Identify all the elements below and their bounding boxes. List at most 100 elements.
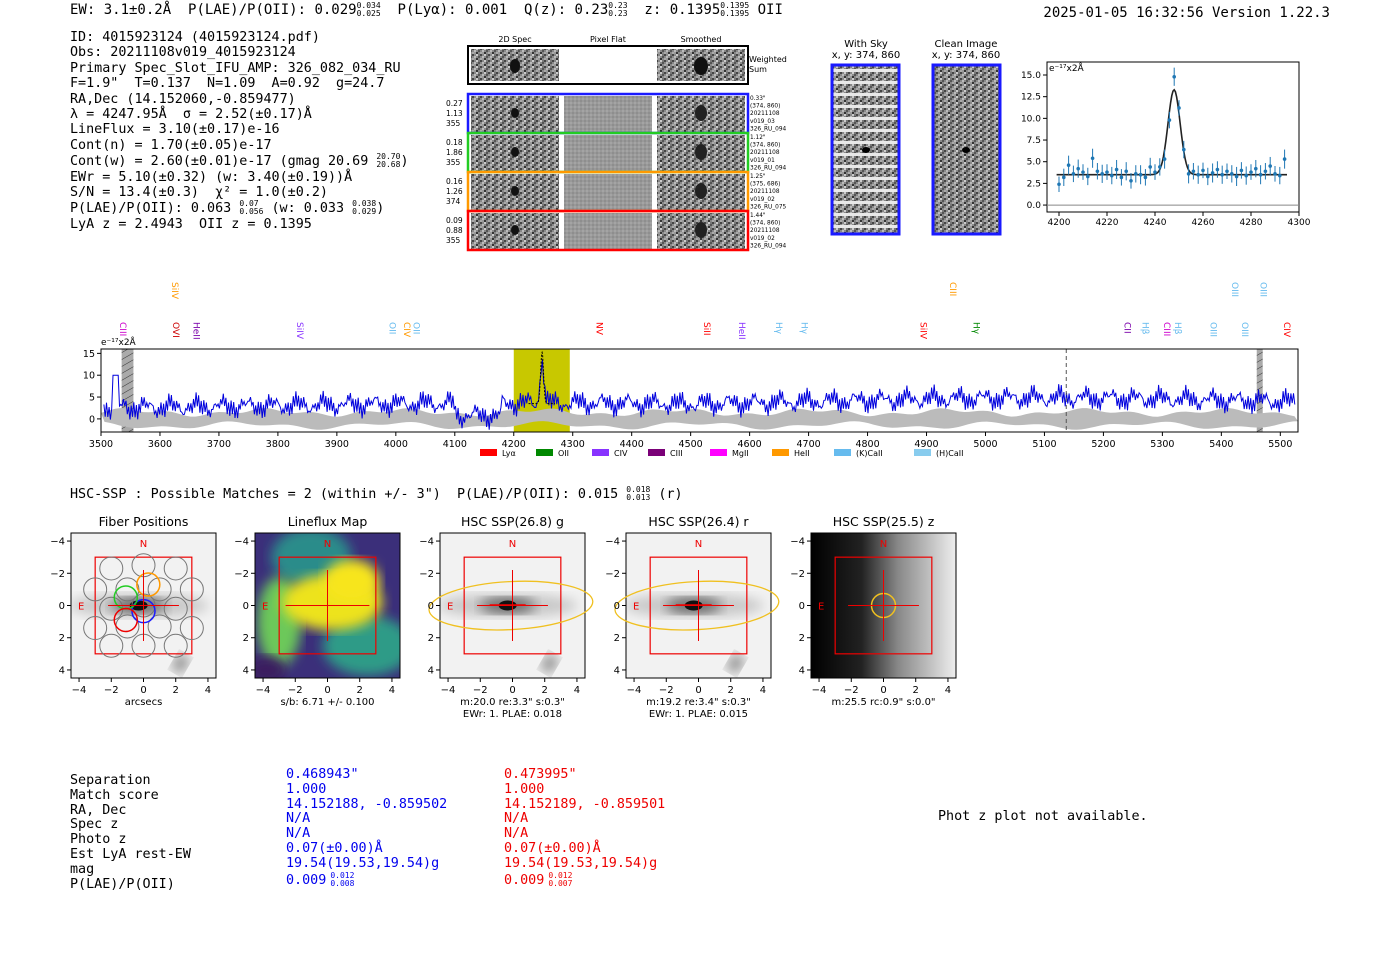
cutout-left-label: 0.27 — [446, 99, 463, 108]
cutout-right-label: v019_02 — [750, 197, 775, 203]
cutout-left-label: 355 — [446, 236, 461, 245]
header-plya: P(Lyα): 0.001 — [397, 2, 508, 18]
hsc-panel-3: HSC SSP(26.8) g N E −4 4 −2 2 0 0 2 −2 4 −4 m:20.0 re… — [419, 514, 594, 720]
spectrum-xtick-label: 4500 — [679, 439, 703, 450]
info-sn: S/N = 13.4(±0.3) χ² = 1.0(±0.2) — [70, 185, 328, 201]
spectrum-xtick-label: 5400 — [1209, 439, 1233, 450]
zoom-point — [1148, 165, 1152, 169]
zoom-point — [1177, 106, 1181, 110]
hsc-xtick-label: 2 — [173, 685, 179, 696]
spectrum-line-label: Hβ — [1172, 322, 1182, 335]
clean-source — [962, 147, 970, 153]
hsc-xtick-label: −4 — [72, 685, 87, 696]
hsc-xtick-label: 2 — [542, 685, 548, 696]
hsc-panel-title: Lineflux Map — [288, 514, 368, 529]
hsc-aperture-box — [834, 556, 933, 655]
hsc-xtick-label: −2 — [473, 685, 488, 696]
zoom-point — [1110, 173, 1114, 178]
zoom-ytick-label: 12.5 — [1021, 93, 1041, 103]
spectrum-line-label: CIII — [117, 322, 127, 336]
spectrum-xtick-label: 4600 — [738, 439, 762, 450]
spectrum-line-label: Hγ — [773, 322, 783, 335]
info-fiber: F=1.9" T=0.137 N=1.09 A=0.92 g=24.7 — [70, 76, 385, 92]
spectrum-xtick-label: 3900 — [325, 439, 349, 450]
hsc-xtick-label: −4 — [627, 685, 642, 696]
cutout-peak — [511, 186, 519, 196]
cutout-col-title-2d: 2D Spec — [498, 35, 531, 44]
zoom-point — [1225, 169, 1229, 174]
table-label: Photo z — [70, 832, 127, 848]
spectrum-line-label: OII — [411, 322, 421, 334]
table-blue-match: 0.468943" 1.000 14.152188, -0.859502 N/A N/A… — [286, 767, 447, 888]
hsc-xtick-label: 0 — [695, 685, 701, 696]
table-value: 0.473995" — [504, 767, 577, 782]
zoom-ytick-label: 10.0 — [1021, 114, 1041, 124]
fiber-circle — [163, 556, 188, 581]
zoom-ytick-label: 7.5 — [1027, 136, 1041, 146]
cutout-left-label: 0.09 — [446, 216, 463, 225]
cutout-right-label: (374, 860) — [750, 143, 780, 149]
info-lyaz: LyA z = 2.4943 OII z = 0.1395 — [70, 216, 312, 232]
hsc-ytick-label: −4 — [234, 537, 249, 548]
zoom-point — [1066, 163, 1071, 167]
hsc-aperture-box — [278, 556, 377, 655]
hsc-panel-caption: m:20.0 re:3.3" s:0.3" — [460, 697, 565, 708]
fiber-circle — [99, 556, 124, 581]
hsc-panel-caption: EWr: 1. PLAE: 0.018 — [463, 709, 562, 720]
hsc-xtick-label: −4 — [812, 685, 827, 696]
hsc-ytick-label: 2 — [59, 633, 65, 644]
legend-label: OII — [558, 449, 569, 458]
header-ew: EW: 3.1±0.2Å — [70, 2, 172, 18]
hsc-ytick-label: 0 — [428, 601, 434, 612]
cutout-left-label: 374 — [446, 197, 461, 206]
table-value: N/A — [504, 811, 529, 827]
fiber-circle — [147, 614, 172, 639]
zoom-point — [1186, 172, 1191, 176]
zoom-point — [1100, 172, 1104, 176]
hsc-xtick-label: 2 — [728, 685, 734, 696]
zoom-point — [1210, 171, 1215, 175]
info-lineflux: LineFlux = 3.10(±0.17)e-16 — [70, 122, 280, 138]
hsc-ytick-label: 2 — [799, 633, 805, 644]
hsc-aperture-box — [649, 556, 748, 655]
spectrum-line-label: Hβ — [1139, 322, 1149, 335]
cutout-col-title-flat: Pixel Flat — [590, 35, 626, 44]
spectrum-xtick-label: 4100 — [443, 439, 467, 450]
legend-swatch — [480, 449, 497, 456]
hsc-panel-title: HSC SSP(26.4) r — [648, 514, 749, 529]
spectrum-line-label: OVI — [170, 322, 180, 338]
zoom-ytick-label: 15.0 — [1021, 71, 1041, 81]
hsc-xtick-label: 4 — [945, 685, 951, 696]
spectrum-xtick-label: 3500 — [89, 439, 113, 450]
north-label: N — [695, 539, 702, 550]
fiber-circle — [83, 577, 108, 602]
spectrum-error-band — [101, 408, 1298, 430]
spectrum-xtick-label: 5500 — [1268, 439, 1292, 450]
info-plae: P(LAE)/P(OII): 0.063 0.07 0.056 (w: 0.033… — [70, 199, 385, 217]
legend-swatch — [914, 449, 931, 456]
spectrum-xtick-label: 4400 — [620, 439, 644, 450]
zoom-point — [1129, 178, 1133, 183]
zoom-point — [1263, 169, 1268, 174]
header-z: z: 0.1395 — [644, 2, 721, 18]
hsc-ytick-label: 2 — [428, 633, 434, 644]
east-label: E — [447, 602, 453, 613]
header-version: 2025-01-05 16:32:56 Version 1.22.3 — [1043, 5, 1330, 21]
hsc-panel-title: HSC SSP(25.5) z — [833, 514, 935, 529]
hsc-xtick-label: −2 — [659, 685, 674, 696]
hsc-ytick-label: 0 — [243, 601, 249, 612]
hsc-xtick-label: 4 — [574, 685, 580, 696]
legend-label: MgII — [732, 449, 749, 458]
hsc-xtick-label: −2 — [288, 685, 303, 696]
fiber-circle-red — [113, 607, 139, 633]
hsc-ytick-label: −2 — [419, 569, 434, 580]
hsc-panels: Fiber Positions N E −4 4 −2 2 0 0 2 −2 4 −4 arcsecs Li… — [50, 514, 957, 720]
spectrum-line-label: OIII — [1208, 322, 1218, 337]
cutout-smooth-peak — [695, 144, 707, 160]
zoom-point — [1258, 172, 1263, 177]
zoom-point — [1215, 167, 1220, 172]
zoom-point — [1273, 172, 1277, 176]
fiber-circle — [147, 577, 172, 602]
